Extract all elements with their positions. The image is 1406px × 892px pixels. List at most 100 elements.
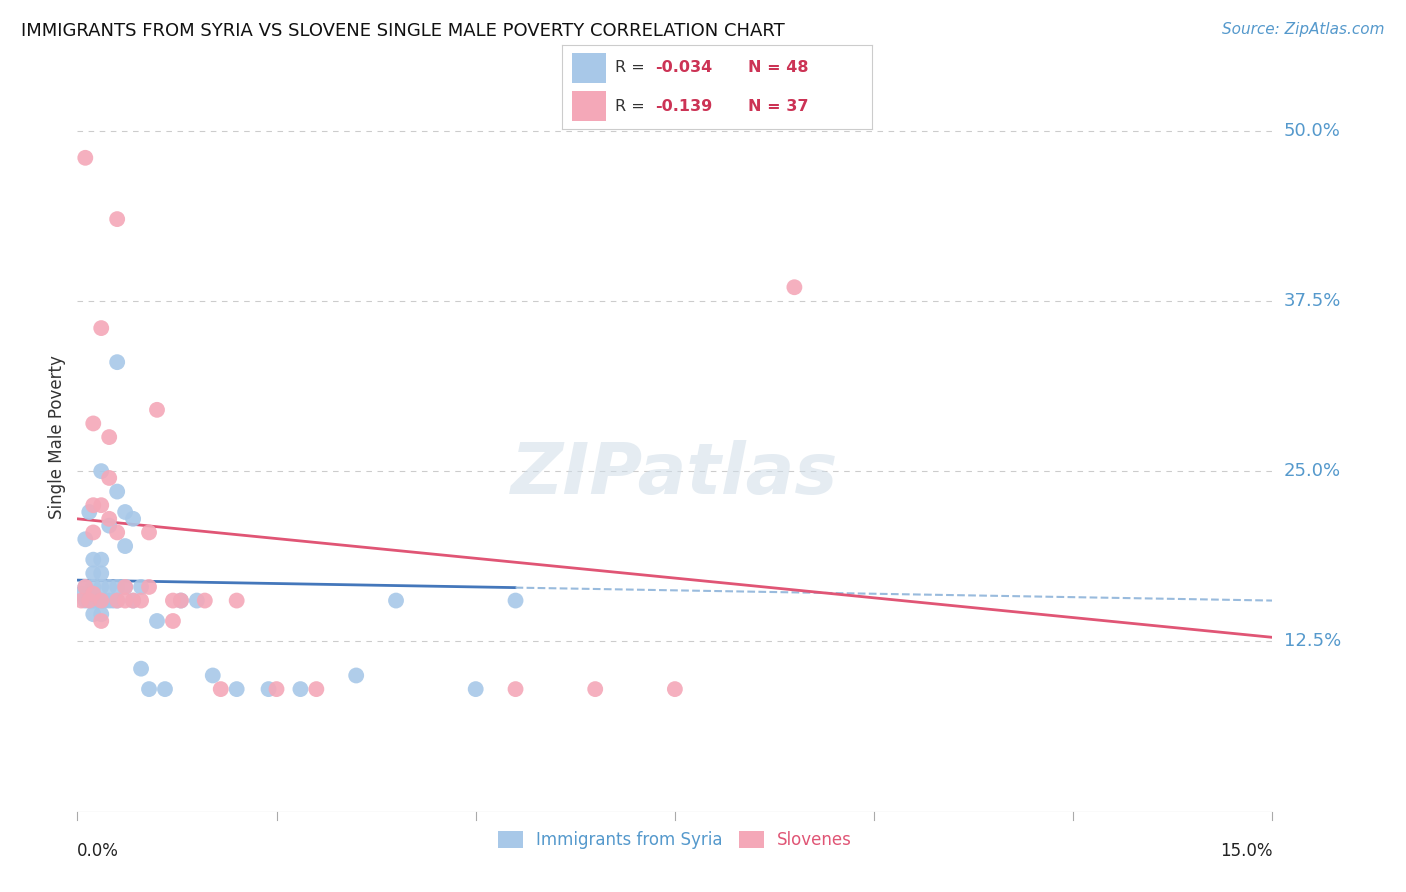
Point: [90, 498, 112, 512]
Point: [138, 682, 160, 697]
Point: [225, 682, 247, 697]
Point: [75, 533, 97, 547]
Text: ZIPatlas: ZIPatlas: [512, 440, 838, 509]
Point: [186, 593, 208, 607]
Point: [583, 682, 606, 697]
Point: [105, 593, 128, 607]
Point: [105, 484, 128, 499]
Point: [114, 580, 136, 594]
Point: [90, 321, 112, 335]
Text: -0.034: -0.034: [655, 60, 713, 75]
Point: [122, 593, 145, 607]
Point: [94, 593, 117, 607]
Point: [82, 587, 104, 601]
Point: [75, 593, 97, 607]
Point: [105, 212, 128, 227]
Point: [105, 525, 128, 540]
Legend: Immigrants from Syria, Slovenes: Immigrants from Syria, Slovenes: [491, 824, 859, 855]
Text: IMMIGRANTS FROM SYRIA VS SLOVENE SINGLE MALE POVERTY CORRELATION CHART: IMMIGRANTS FROM SYRIA VS SLOVENE SINGLE …: [21, 22, 785, 40]
Point: [82, 593, 104, 607]
Point: [129, 580, 152, 594]
Point: [138, 580, 160, 594]
Point: [82, 525, 104, 540]
Point: [98, 512, 121, 526]
Point: [90, 593, 112, 607]
Point: [82, 498, 104, 512]
Point: [98, 580, 121, 594]
Point: [82, 580, 104, 594]
Point: [153, 682, 176, 697]
Point: [98, 430, 121, 444]
Text: 0.0%: 0.0%: [77, 842, 120, 860]
Point: [170, 593, 193, 607]
Point: [90, 464, 112, 478]
Point: [75, 580, 97, 594]
Point: [257, 682, 280, 697]
Text: R =: R =: [614, 60, 650, 75]
Text: R =: R =: [614, 99, 655, 114]
Point: [79, 593, 101, 607]
Text: 25.0%: 25.0%: [1284, 462, 1341, 480]
Point: [75, 151, 97, 165]
Text: Source: ZipAtlas.com: Source: ZipAtlas.com: [1222, 22, 1385, 37]
Point: [209, 682, 232, 697]
Point: [90, 580, 112, 594]
Point: [266, 682, 288, 697]
Point: [201, 668, 224, 682]
FancyBboxPatch shape: [572, 54, 606, 83]
Point: [114, 593, 136, 607]
Point: [79, 593, 101, 607]
Point: [138, 525, 160, 540]
FancyBboxPatch shape: [572, 91, 606, 120]
Text: 12.5%: 12.5%: [1284, 632, 1341, 650]
Point: [170, 593, 193, 607]
Point: [86, 593, 108, 607]
Point: [75, 580, 97, 594]
Point: [114, 539, 136, 553]
Y-axis label: Single Male Poverty: Single Male Poverty: [48, 355, 66, 519]
Point: [82, 552, 104, 566]
Point: [464, 682, 486, 697]
Point: [783, 280, 806, 294]
Text: 50.0%: 50.0%: [1284, 121, 1340, 139]
Point: [129, 593, 152, 607]
Point: [98, 471, 121, 485]
Point: [385, 593, 408, 607]
Point: [290, 682, 312, 697]
Point: [105, 580, 128, 594]
Point: [114, 505, 136, 519]
Point: [82, 607, 104, 622]
Point: [505, 682, 527, 697]
Point: [90, 566, 112, 581]
Text: 37.5%: 37.5%: [1284, 292, 1341, 310]
Text: 15.0%: 15.0%: [1220, 842, 1272, 860]
Point: [305, 682, 328, 697]
Point: [70, 593, 93, 607]
Text: N = 48: N = 48: [748, 60, 808, 75]
Point: [82, 587, 104, 601]
Point: [105, 355, 128, 369]
Point: [103, 593, 124, 607]
Point: [162, 614, 184, 628]
Point: [90, 614, 112, 628]
Point: [114, 580, 136, 594]
Point: [98, 518, 121, 533]
Text: -0.139: -0.139: [655, 99, 713, 114]
Point: [90, 607, 112, 622]
Point: [225, 593, 247, 607]
Point: [70, 587, 93, 601]
Point: [90, 593, 112, 607]
Point: [129, 662, 152, 676]
Point: [122, 593, 145, 607]
Point: [194, 593, 217, 607]
Point: [98, 593, 121, 607]
Point: [122, 512, 145, 526]
Point: [82, 417, 104, 431]
Point: [79, 505, 101, 519]
Point: [344, 668, 367, 682]
Point: [146, 402, 169, 417]
Point: [664, 682, 686, 697]
Point: [90, 552, 112, 566]
Point: [505, 593, 527, 607]
Point: [162, 593, 184, 607]
